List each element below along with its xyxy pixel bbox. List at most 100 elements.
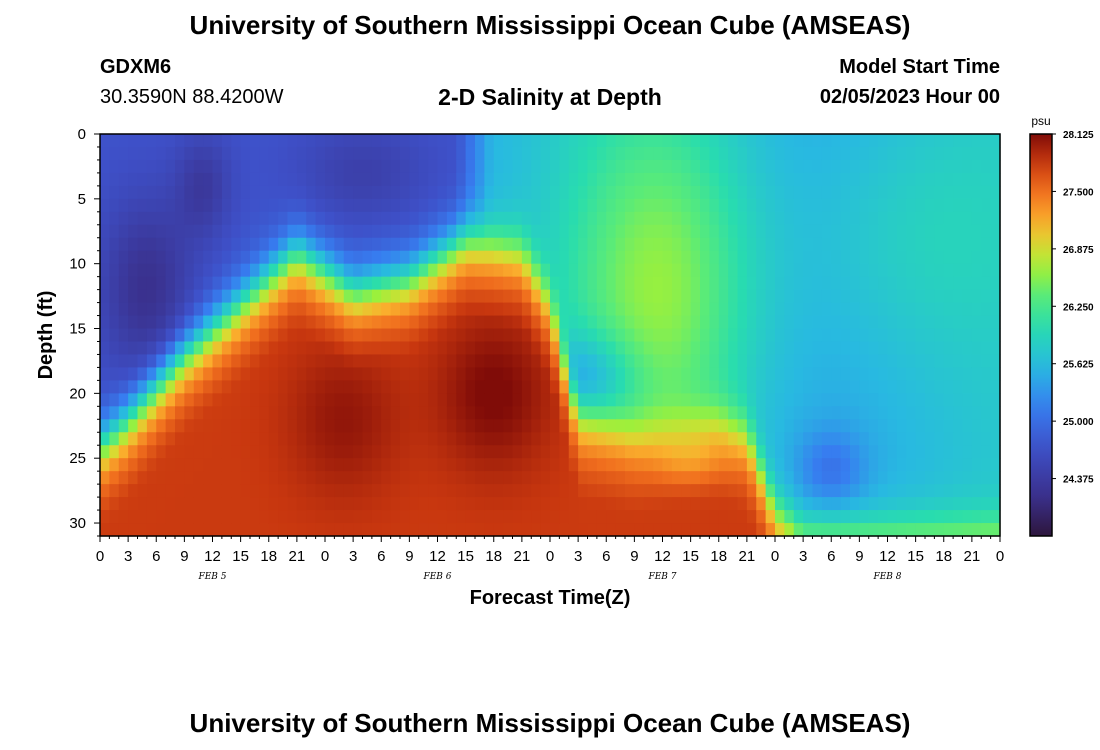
heatmap-cell (878, 237, 889, 252)
heatmap-cell (990, 354, 1001, 369)
heatmap-cell (240, 393, 251, 407)
heatmap-cell (596, 510, 607, 524)
heatmap-cell (512, 341, 523, 356)
heatmap-cell (259, 510, 270, 524)
heatmap-cell (709, 159, 720, 174)
heatmap-cell (521, 146, 532, 161)
heatmap-cell (353, 432, 364, 446)
heatmap-cell (409, 367, 420, 381)
heatmap-cell (296, 445, 307, 459)
heatmap-cell (887, 419, 898, 433)
heatmap-cell (559, 458, 570, 472)
heatmap-cell (343, 419, 354, 433)
heatmap-cell (343, 237, 354, 252)
heatmap-cell (625, 263, 635, 278)
heatmap-cell (578, 523, 589, 537)
heatmap-cell (887, 134, 898, 148)
heatmap-cell (765, 185, 776, 200)
heatmap-cell (812, 276, 823, 291)
heatmap-cell (625, 354, 635, 369)
heatmap-cell (193, 237, 204, 252)
heatmap-cell (662, 510, 673, 524)
heatmap-cell (521, 406, 532, 420)
heatmap-cell (493, 406, 504, 420)
heatmap-cell (315, 146, 326, 161)
heatmap-cell (146, 406, 157, 420)
heatmap-cell (859, 367, 870, 381)
heatmap-cell (587, 497, 598, 511)
heatmap-cell (175, 328, 185, 343)
heatmap-cell (934, 471, 945, 485)
heatmap-cell (850, 211, 860, 226)
heatmap-cell (231, 328, 242, 343)
heatmap-cell (746, 276, 757, 291)
heatmap-cell (371, 146, 382, 161)
heatmap-cell (165, 159, 176, 174)
heatmap-cell (596, 146, 607, 161)
heatmap-cell (109, 146, 120, 161)
heatmap-cell (184, 263, 195, 278)
heatmap-cell (606, 263, 617, 278)
heatmap-cell (925, 237, 935, 252)
heatmap-cell (953, 445, 964, 459)
heatmap-cell (775, 289, 785, 304)
heatmap-cell (709, 432, 720, 446)
heatmap-cell (634, 328, 645, 343)
heatmap-cell (737, 250, 748, 265)
heatmap-cell (231, 380, 242, 394)
heatmap-cell (578, 276, 589, 291)
heatmap-cell (906, 510, 917, 524)
heatmap-cell (643, 432, 654, 446)
heatmap-cell (906, 146, 917, 161)
heatmap-cell (128, 484, 139, 498)
heatmap-cell (493, 458, 504, 472)
heatmap-cell (493, 289, 504, 304)
heatmap-cell (643, 354, 654, 369)
heatmap-cell (934, 250, 945, 265)
heatmap-cell (709, 237, 720, 252)
heatmap-cell (428, 198, 439, 213)
heatmap-cell (765, 146, 776, 161)
heatmap-cell (756, 445, 767, 459)
heatmap-cell (765, 198, 776, 213)
heatmap-cell (756, 172, 767, 187)
heatmap-cell (100, 497, 110, 511)
heatmap-cell (559, 263, 570, 278)
heatmap-cell (100, 458, 110, 472)
heatmap-cell (446, 341, 457, 356)
heatmap-cell (250, 172, 260, 187)
heatmap-cell (943, 289, 954, 304)
heatmap-cell (334, 224, 345, 239)
heatmap-cell (550, 172, 560, 187)
heatmap-cell (437, 146, 448, 161)
heatmap-cell (343, 289, 354, 304)
heatmap-cell (775, 341, 785, 356)
heatmap-cell (287, 159, 298, 174)
heatmap-cell (165, 211, 176, 226)
heatmap-cell (756, 276, 767, 291)
heatmap-cell (296, 497, 307, 511)
heatmap-cell (550, 354, 560, 369)
heatmap-cell (868, 341, 879, 356)
heatmap-cell (765, 289, 776, 304)
heatmap-cell (100, 276, 110, 291)
heatmap-cell (971, 354, 982, 369)
heatmap-cell (109, 523, 120, 537)
heatmap-cell (943, 354, 954, 369)
heatmap-cell (250, 134, 260, 148)
heatmap-cell (578, 146, 589, 161)
heatmap-cell (915, 263, 926, 278)
heatmap-cell (503, 276, 514, 291)
heatmap-cell (925, 146, 935, 161)
heatmap-cell (578, 484, 589, 498)
heatmap-cell (128, 224, 139, 239)
heatmap-cell (981, 406, 992, 420)
heatmap-cell (831, 484, 842, 498)
heatmap-cell (718, 523, 729, 537)
heatmap-cell (896, 510, 907, 524)
heatmap-cell (193, 523, 204, 537)
heatmap-cell (812, 419, 823, 433)
heatmap-cell (587, 263, 598, 278)
heatmap-cell (887, 211, 898, 226)
heatmap-cell (775, 484, 785, 498)
